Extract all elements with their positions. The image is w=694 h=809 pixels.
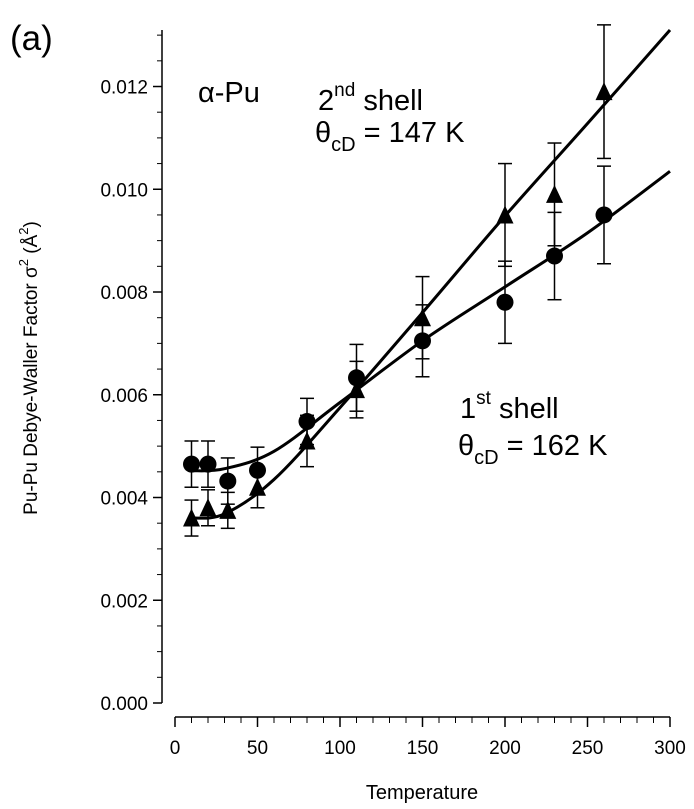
circle-point [183,455,200,473]
shell2-theta-sub: cD [331,134,355,156]
shell1-theta-sub: cD [474,447,498,469]
triangle-point [249,477,266,496]
circle-point [249,461,266,479]
x-tick-label: 250 [572,738,604,759]
fit-lines [191,29,672,520]
shell1-theta-value: = 162 K [499,430,608,462]
shell1-n: 1 [460,393,476,425]
triangle-point [348,380,365,399]
triangle-point [219,500,237,519]
shell2-theta-symbol: θ [315,117,331,149]
panel-label: (a) [10,19,53,58]
circle-point [219,472,237,490]
circle-point [298,412,316,430]
y-tick-label: 0.012 [100,78,148,99]
circle-point [414,332,431,350]
x-tick-label: 300 [654,738,686,759]
triangle-point [183,508,200,527]
x-tick-label: 100 [324,738,356,759]
ylabel-unit-exp: 2 [16,227,31,234]
ylabel: Pu-Pu Debye-Waller Factor σ2 (Å2) [16,221,42,515]
ylabel-unit-close: ) [21,221,42,227]
axes: 0.000 0.002 0.004 0.006 0.008 0.010 0.012 0 50 10… [100,30,686,759]
triangle-point [496,205,514,224]
y-tick-label: 0.000 [100,694,148,715]
circle-point [348,369,365,387]
shell1-word: shell [491,393,559,425]
x-tick-label: 150 [407,738,439,759]
x-tick-label: 50 [247,738,268,759]
y-tick-label: 0.010 [100,180,148,201]
y-tick-label: 0.004 [100,489,148,510]
shell2-label: 2nd shell [318,80,423,117]
shell2-theta: θcD = 147 K [315,117,465,156]
ylabel-main: Pu-Pu Debye-Waller Factor σ [21,266,42,515]
circle-point [496,293,514,311]
circle-point [595,206,613,224]
triangle-fit-line [191,29,672,520]
y-tick-label: 0.006 [100,386,148,407]
shell1-sup: st [476,388,492,409]
ylabel-unit-open: (Å [21,234,42,259]
circle-point [546,247,563,265]
circle-point [199,455,217,473]
shell2-n: 2 [318,85,334,117]
triangle-point [414,308,431,327]
shell1-theta: θcD = 162 K [458,430,608,469]
circle-fit-line [191,170,671,473]
y-tick-label: 0.002 [100,591,148,612]
shell2-word: shell [355,85,423,117]
shell2-theta-value: = 147 K [356,117,465,149]
shell1-theta-symbol: θ [458,430,474,462]
shell2-sup: nd [334,80,355,101]
y-tick-label: 0.008 [100,283,148,304]
x-tick-label: 0 [170,738,181,759]
triangle-point [595,82,613,101]
shell1-label: 1st shell [460,388,559,425]
triangle-point [546,184,563,203]
xlabel: Temperature [366,782,478,804]
material-label: α-Pu [198,77,260,109]
triangle-point [298,431,316,450]
x-tick-label: 200 [489,738,521,759]
triangle-point [199,498,217,517]
data-points [183,82,613,527]
ylabel-exp: 2 [16,259,31,266]
